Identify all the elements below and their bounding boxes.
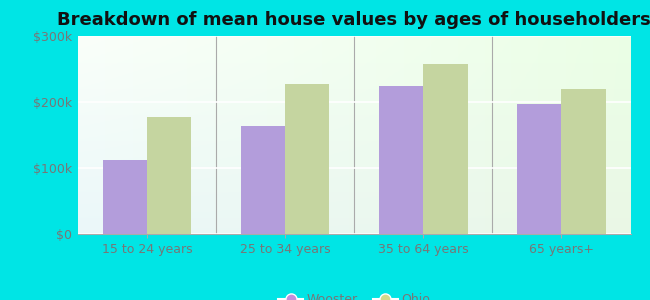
Bar xyxy=(562,89,606,234)
Bar xyxy=(147,116,191,234)
Bar xyxy=(103,160,147,234)
Bar xyxy=(423,64,467,234)
Title: Breakdown of mean house values by ages of householders: Breakdown of mean house values by ages o… xyxy=(57,11,650,29)
Bar xyxy=(285,83,330,234)
Bar xyxy=(241,126,285,234)
Legend: Wooster, Ohio: Wooster, Ohio xyxy=(273,288,436,300)
Bar xyxy=(517,104,562,234)
Bar xyxy=(379,85,423,234)
